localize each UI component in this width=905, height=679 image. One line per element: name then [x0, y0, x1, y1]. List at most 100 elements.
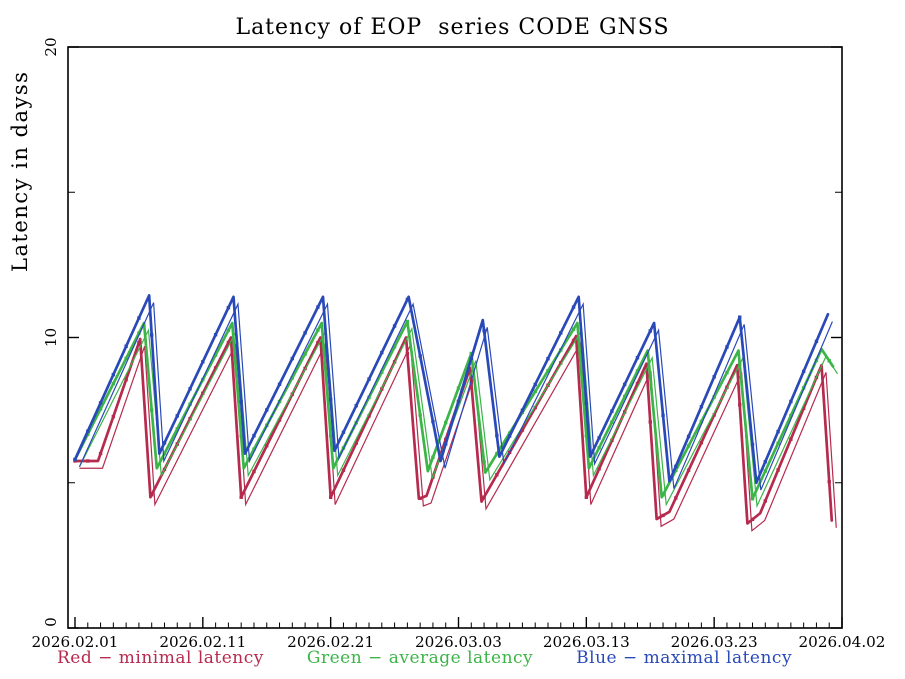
- series-marker-minimal-latency: [239, 495, 243, 499]
- series-marker-minimal-latency: [635, 381, 640, 386]
- series-marker-maximal-latency: [469, 356, 473, 361]
- series-marker-minimal-latency: [252, 469, 256, 474]
- series-marker-maximal-latency: [482, 328, 486, 333]
- series-marker-average-latency: [175, 427, 179, 431]
- series-marker-minimal-latency: [98, 451, 103, 456]
- x-tick-label: 2026.04.02: [799, 633, 886, 651]
- series-marker-average-latency: [482, 460, 486, 464]
- y-tick-label: 20: [42, 37, 60, 56]
- series-marker-average-latency: [328, 434, 333, 438]
- series-marker-average-latency: [827, 359, 831, 363]
- series-line-maximal-latency: [73, 294, 830, 485]
- series-marker-average-latency: [763, 469, 767, 473]
- series-marker-maximal-latency: [175, 414, 179, 418]
- series-marker-minimal-latency: [150, 493, 154, 497]
- series-marker-average-latency: [162, 451, 167, 456]
- series-marker-average-latency: [469, 351, 473, 356]
- series-marker-minimal-latency: [469, 381, 473, 385]
- series-marker-average-latency: [533, 389, 537, 394]
- series-marker-maximal-latency: [316, 305, 320, 309]
- series-marker-maximal-latency: [73, 457, 77, 462]
- series-marker-maximal-latency: [533, 382, 537, 387]
- series-marker-minimal-latency: [712, 413, 716, 417]
- series-marker-maximal-latency: [188, 387, 192, 391]
- series-marker-maximal-latency: [674, 464, 678, 469]
- series-marker-average-latency: [789, 413, 793, 418]
- series-marker-maximal-latency: [380, 350, 384, 355]
- series-marker-average-latency: [699, 419, 704, 424]
- series-marker-maximal-latency: [584, 401, 589, 406]
- series-marker-minimal-latency: [265, 444, 269, 448]
- series-marker-average-latency: [648, 375, 652, 379]
- y-axis-label: Latency in dayss: [8, 70, 32, 272]
- series-marker-minimal-latency: [341, 468, 346, 472]
- series-marker-maximal-latency: [750, 442, 755, 447]
- series-marker-maximal-latency: [546, 356, 550, 361]
- series-marker-maximal-latency: [265, 408, 269, 412]
- series-marker-maximal-latency: [597, 436, 601, 440]
- series-marker-maximal-latency: [738, 315, 742, 319]
- plot-frame: [67, 46, 843, 629]
- series-marker-maximal-latency: [303, 331, 307, 335]
- series-marker-average-latency: [367, 395, 371, 400]
- legend-item-average-latency: Green − average latency: [306, 648, 534, 668]
- series-marker-maximal-latency: [648, 329, 652, 333]
- series-marker-average-latency: [725, 370, 729, 375]
- series-marker-average-latency: [316, 328, 320, 332]
- legend-item-maximal-latency: Blue − maximal latency: [576, 648, 793, 668]
- series-marker-maximal-latency: [341, 430, 346, 434]
- series-marker-minimal-latency: [354, 441, 358, 445]
- series-marker-average-latency: [213, 353, 218, 357]
- series-marker-average-latency: [610, 420, 614, 424]
- x-tick-label: 2026.02.21: [287, 633, 374, 651]
- series-marker-maximal-latency: [520, 408, 525, 412]
- series-marker-minimal-latency: [418, 496, 422, 500]
- series-marker-maximal-latency: [405, 297, 410, 302]
- series-marker-maximal-latency: [444, 442, 448, 446]
- series-line-minimal-latency: [73, 334, 834, 525]
- series-marker-minimal-latency: [571, 338, 576, 343]
- series-marker-maximal-latency: [328, 397, 333, 402]
- series-marker-maximal-latency: [712, 375, 716, 379]
- series-marker-maximal-latency: [252, 433, 256, 438]
- series-marker-minimal-latency: [482, 495, 486, 499]
- series-marker-minimal-latency: [738, 402, 742, 407]
- series-marker-average-latency: [150, 408, 154, 412]
- series-marker-average-latency: [456, 386, 461, 390]
- series-marker-average-latency: [137, 331, 141, 335]
- series-marker-average-latency: [239, 434, 243, 438]
- series-marker-minimal-latency: [86, 459, 90, 463]
- y-tick-label: 10: [42, 328, 60, 347]
- series-marker-minimal-latency: [584, 495, 589, 499]
- series-marker-minimal-latency: [827, 479, 831, 484]
- legend: Red − minimal latency Green − average lat…: [57, 648, 792, 668]
- series-marker-average-latency: [674, 468, 678, 473]
- series-marker-maximal-latency: [137, 316, 141, 320]
- series-marker-average-latency: [622, 394, 627, 399]
- series-marker-maximal-latency: [354, 403, 358, 408]
- series-marker-maximal-latency: [392, 324, 397, 328]
- series-marker-average-latency: [635, 369, 640, 373]
- series-marker-maximal-latency: [226, 305, 231, 310]
- series-marker-maximal-latency: [431, 419, 435, 424]
- series-marker-maximal-latency: [699, 404, 704, 409]
- series-marker-average-latency: [686, 444, 691, 448]
- series-marker-minimal-latency: [316, 340, 320, 345]
- series-marker-maximal-latency: [686, 434, 691, 439]
- series-marker-minimal-latency: [789, 437, 793, 441]
- series-line-thin-minimal-latency: [79, 341, 837, 532]
- series-marker-average-latency: [303, 352, 307, 356]
- series-marker-maximal-latency: [290, 356, 295, 361]
- series-marker-average-latency: [405, 319, 410, 324]
- series-marker-maximal-latency: [418, 354, 422, 358]
- series-marker-maximal-latency: [635, 356, 640, 360]
- series-marker-minimal-latency: [188, 416, 192, 421]
- series-marker-average-latency: [124, 356, 128, 361]
- series-marker-minimal-latency: [520, 428, 525, 432]
- series-marker-maximal-latency: [150, 333, 154, 337]
- y-tick-label: 0: [42, 617, 60, 627]
- series-marker-minimal-latency: [763, 499, 767, 503]
- series-marker-maximal-latency: [201, 360, 205, 364]
